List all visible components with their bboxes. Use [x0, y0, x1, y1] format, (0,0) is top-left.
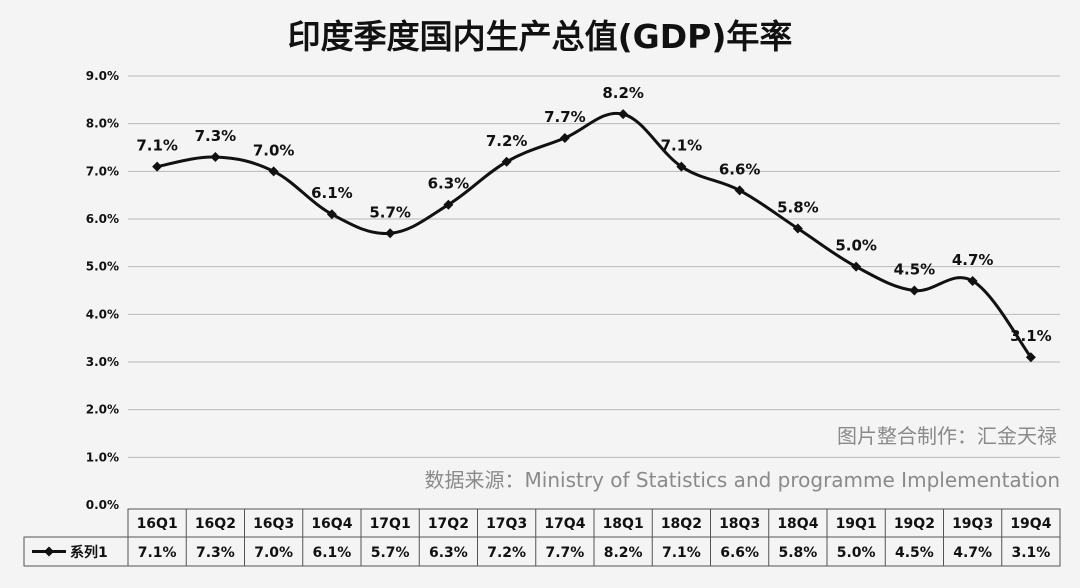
y-tick-label: 4.0%	[86, 307, 119, 321]
watermark-credit: 图片整合制作：汇金天禄	[837, 424, 1057, 448]
gridlines	[128, 75, 1060, 458]
chart-title: 印度季度国内生产总值(GDP)年率	[288, 17, 793, 56]
y-tick-label: 0.0%	[86, 498, 119, 512]
x-tick-label: 16Q3	[253, 516, 294, 532]
y-tick-label: 5.0%	[86, 260, 119, 274]
data-label: 7.3%	[195, 127, 237, 145]
y-tick-label: 9.0%	[86, 69, 119, 83]
x-tick-label: 17Q1	[370, 516, 411, 532]
data-point	[618, 109, 629, 120]
table-value: 7.1%	[138, 545, 177, 561]
x-tick-label: 19Q4	[1010, 516, 1051, 532]
data-point	[851, 261, 862, 272]
series-line-layer	[156, 111, 1033, 359]
y-axis-ticks: 0.0% 1.0% 2.0% 3.0% 4.0% 5.0% 6.0% 7.0% 8.0% 9.0%	[86, 69, 119, 512]
data-point	[1025, 352, 1036, 363]
table-value: 6.6%	[720, 545, 759, 561]
table-value: 4.7%	[953, 545, 992, 561]
x-tick-label: 16Q1	[137, 516, 178, 532]
data-point	[443, 199, 454, 210]
y-tick-label: 2.0%	[86, 403, 119, 417]
data-point	[676, 161, 687, 172]
x-tick-label: 19Q3	[952, 516, 993, 532]
data-label: 7.7%	[544, 108, 586, 126]
data-label: 4.7%	[952, 251, 994, 269]
data-point	[501, 156, 512, 167]
data-point	[559, 132, 570, 143]
data-table: 16Q1 7.1% 16Q2 7.3% 16Q3 7.0% 16Q4 6.1% 17Q1 5.7%…	[23, 508, 1061, 567]
y-tick-label: 1.0%	[86, 450, 119, 464]
data-point	[210, 152, 221, 163]
x-tick-label: 19Q2	[894, 516, 935, 532]
y-tick-label: 8.0%	[86, 117, 119, 131]
table-value: 7.2%	[487, 545, 526, 561]
table-value: 6.3%	[429, 545, 468, 561]
data-points	[152, 109, 1036, 363]
data-label: 7.1%	[136, 137, 178, 155]
data-label: 4.5%	[894, 261, 936, 279]
table-value: 7.7%	[545, 545, 584, 561]
x-tick-label: 18Q3	[719, 516, 760, 532]
x-tick-label: 18Q1	[603, 516, 644, 532]
data-label: 5.7%	[369, 203, 411, 221]
x-tick-label: 16Q4	[311, 516, 352, 532]
data-point	[152, 161, 163, 172]
table-value: 7.0%	[254, 545, 293, 561]
table-value: 7.1%	[662, 545, 701, 561]
data-point	[268, 166, 279, 177]
data-label: 7.1%	[661, 137, 703, 155]
table-value: 3.1%	[1011, 545, 1050, 561]
data-labels: 7.1% 7.3% 7.0% 6.1% 5.7% 6.3% 7.2% 7.7% 8.2% 7.1%…	[136, 84, 1051, 345]
series-line	[156, 111, 1033, 359]
legend-marker-icon	[44, 546, 54, 557]
x-tick-label: 17Q3	[486, 516, 527, 532]
data-point	[326, 209, 337, 220]
table-value: 6.1%	[312, 545, 351, 561]
table-value: 5.0%	[837, 545, 876, 561]
y-tick-label: 6.0%	[86, 212, 119, 226]
table-value: 8.2%	[604, 545, 643, 561]
data-label: 5.0%	[835, 237, 877, 255]
data-label: 7.2%	[486, 132, 528, 150]
y-tick-label: 7.0%	[86, 164, 119, 178]
x-tick-label: 18Q4	[777, 516, 818, 532]
legend-series-name: 系列1	[70, 544, 108, 561]
x-tick-label: 17Q2	[428, 516, 469, 532]
table-value: 5.8%	[778, 545, 817, 561]
data-point	[385, 228, 396, 239]
data-point	[792, 223, 803, 234]
watermark-source: 数据来源：Ministry of Statistics and programm…	[425, 468, 1060, 492]
x-tick-label: 17Q4	[544, 516, 585, 532]
data-label: 8.2%	[602, 84, 644, 102]
data-label: 6.6%	[719, 160, 761, 178]
data-point	[967, 275, 978, 286]
data-label: 6.3%	[428, 175, 470, 193]
data-point	[734, 185, 745, 196]
table-value: 4.5%	[895, 545, 934, 561]
table-value: 7.3%	[196, 545, 235, 561]
x-tick-label: 19Q1	[836, 516, 877, 532]
x-tick-label: 18Q2	[661, 516, 702, 532]
data-label: 3.1%	[1010, 327, 1052, 345]
y-tick-label: 3.0%	[86, 355, 119, 369]
watermarks: 图片整合制作：汇金天禄 数据来源：Ministry of Statistics …	[425, 424, 1060, 492]
data-point	[909, 285, 920, 296]
x-tick-label: 16Q2	[195, 516, 236, 532]
table-value: 5.7%	[371, 545, 410, 561]
data-label: 7.0%	[253, 141, 295, 159]
data-label: 6.1%	[311, 184, 353, 202]
data-label: 5.8%	[777, 199, 819, 217]
